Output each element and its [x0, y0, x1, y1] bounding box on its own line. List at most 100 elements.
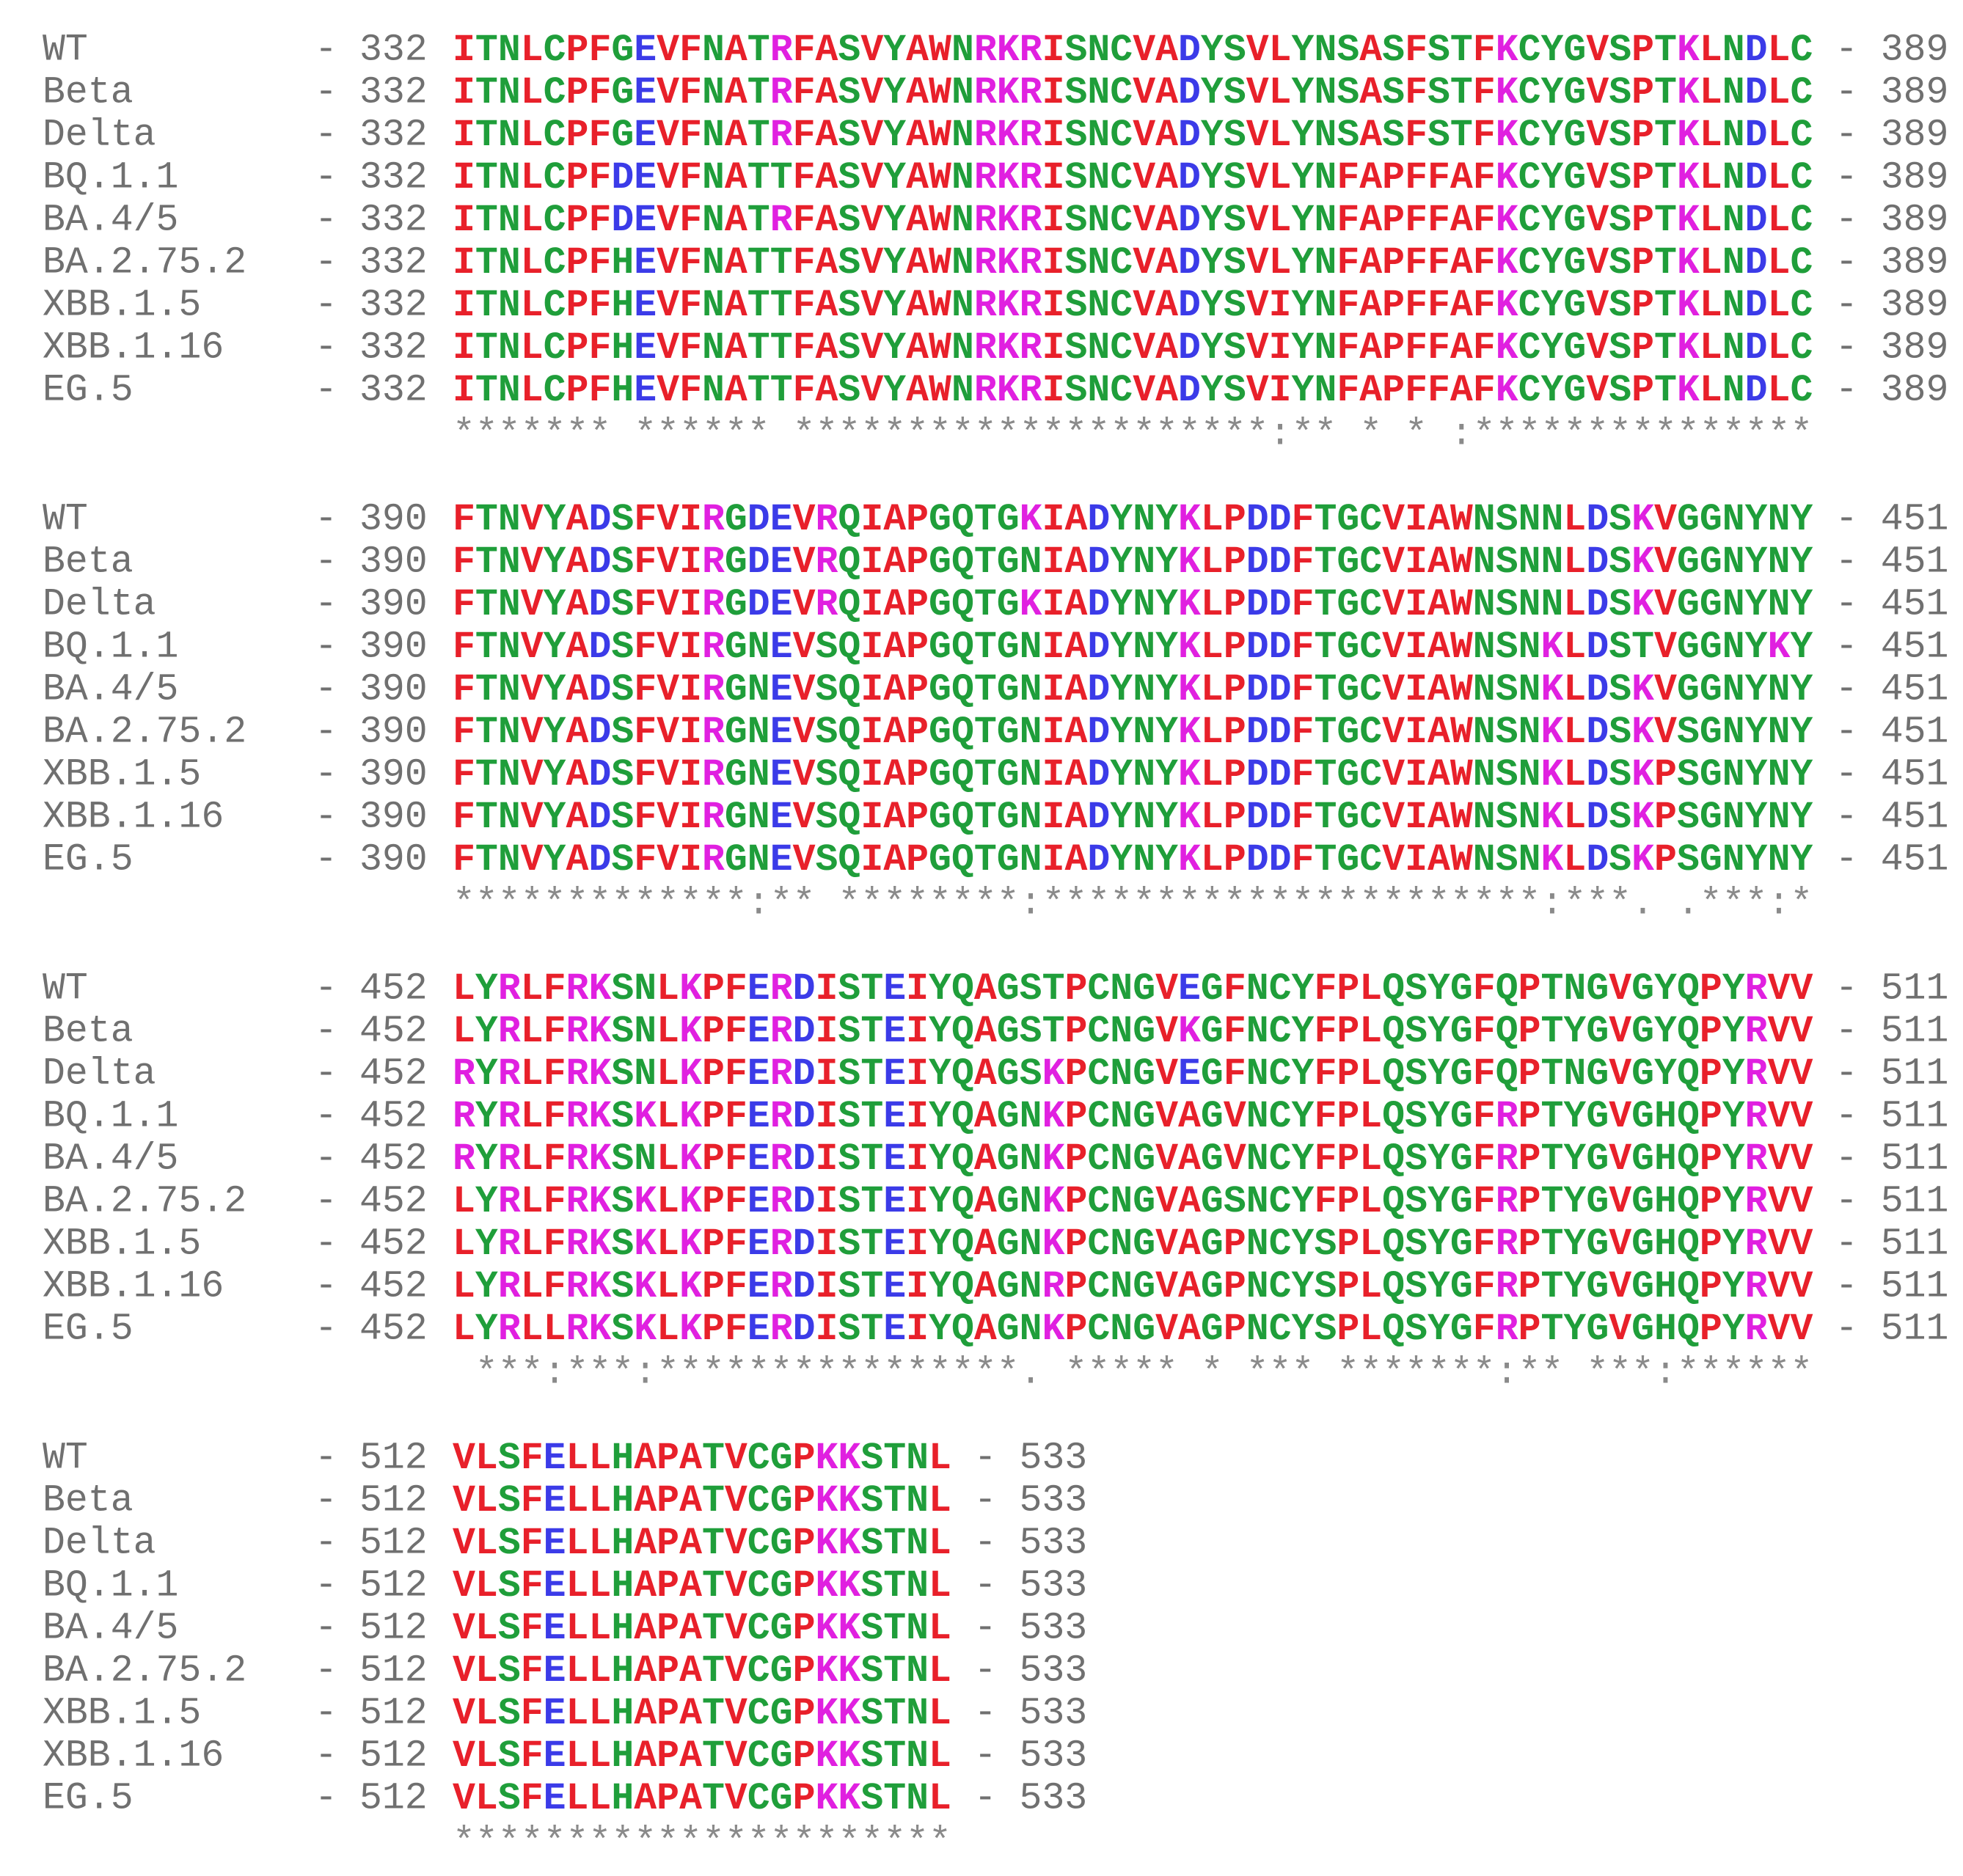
residue: F: [1473, 114, 1496, 157]
residue: E: [883, 1308, 906, 1351]
residue: A: [725, 157, 747, 199]
residue: E: [770, 796, 793, 839]
residue: K: [997, 72, 1020, 114]
residue: G: [1700, 669, 1722, 711]
residue: L: [1768, 29, 1791, 72]
residue: L: [1201, 711, 1224, 754]
residue: W: [929, 327, 951, 370]
residue: Y: [1428, 1138, 1450, 1181]
residue: A: [1155, 285, 1178, 327]
residue: K: [816, 1735, 838, 1778]
residue: N: [1020, 839, 1042, 882]
residue: F: [1473, 199, 1496, 242]
start-position: 390: [359, 754, 428, 796]
residue: F: [1405, 285, 1428, 327]
residue: Y: [883, 157, 906, 199]
residue: Y: [1292, 1138, 1315, 1181]
residue: S: [860, 1778, 883, 1820]
residue: V: [453, 1778, 475, 1820]
residue: K: [1541, 711, 1564, 754]
residue: L: [1700, 157, 1722, 199]
end-position: 511: [1881, 1308, 1949, 1351]
end-position: 533: [1020, 1480, 1088, 1523]
residue: L: [1269, 242, 1292, 285]
residue: Y: [1722, 1096, 1745, 1138]
residue: C: [747, 1565, 770, 1608]
residue: N: [1246, 1308, 1269, 1351]
residue: T: [702, 1523, 725, 1565]
residue: Y: [1654, 1011, 1677, 1053]
residue: V: [657, 626, 679, 669]
residue: V: [1246, 327, 1269, 370]
start-position: 332: [359, 157, 428, 199]
residue: Q: [1677, 1308, 1700, 1351]
residue: I: [453, 72, 475, 114]
residue: N: [1020, 541, 1042, 584]
residue: R: [498, 1223, 521, 1266]
residue: L: [1359, 1308, 1382, 1351]
residue: Y: [1110, 584, 1133, 626]
residue: F: [588, 157, 611, 199]
residue: N: [1314, 327, 1337, 370]
residue: N: [1722, 114, 1745, 157]
residue: N: [498, 711, 521, 754]
sequence-name: BA.2.75.2: [43, 242, 246, 285]
residue: E: [544, 1693, 566, 1735]
residue: K: [816, 1480, 838, 1523]
residue: S: [611, 1223, 634, 1266]
residue: C: [1518, 327, 1541, 370]
residue: C: [1790, 29, 1813, 72]
residue: N: [1722, 669, 1745, 711]
residue: S: [1609, 327, 1631, 370]
residue: A: [1450, 327, 1473, 370]
residue: I: [1042, 839, 1065, 882]
residue: T: [974, 584, 997, 626]
residue: F: [1224, 1053, 1246, 1096]
residue: S: [838, 1308, 860, 1351]
residue: Y: [1428, 1266, 1450, 1308]
residue: G: [997, 1011, 1020, 1053]
residue: P: [793, 1650, 816, 1693]
residue: K: [679, 1266, 702, 1308]
residue: Y: [929, 1181, 951, 1223]
start-position: 390: [359, 711, 428, 754]
residue: D: [1269, 754, 1292, 796]
end-position: 511: [1881, 1223, 1949, 1266]
residue: G: [1586, 968, 1609, 1011]
residue: A: [725, 29, 747, 72]
residue: V: [1609, 1053, 1631, 1096]
residue: V: [1246, 29, 1269, 72]
residue: S: [1405, 1223, 1428, 1266]
residue: N: [634, 968, 657, 1011]
residue: A: [566, 669, 589, 711]
residue: G: [725, 839, 747, 882]
residue: Q: [1382, 1053, 1405, 1096]
residue: P: [1224, 1308, 1246, 1351]
residue: I: [1042, 114, 1065, 157]
residue: D: [793, 1223, 816, 1266]
residue: R: [498, 1096, 521, 1138]
residue: N: [906, 1650, 929, 1693]
residue: L: [521, 285, 544, 327]
residue: N: [1133, 584, 1155, 626]
residue: Q: [951, 626, 974, 669]
residue: K: [997, 29, 1020, 72]
residue: Y: [1541, 327, 1564, 370]
residue: Y: [475, 1266, 498, 1308]
residue: S: [1677, 796, 1700, 839]
residue: K: [1496, 114, 1518, 157]
residue: L: [657, 1096, 679, 1138]
residue: N: [1020, 669, 1042, 711]
residue: V: [1654, 499, 1677, 541]
residue: V: [453, 1650, 475, 1693]
residue: V: [453, 1735, 475, 1778]
residue: A: [725, 72, 747, 114]
residue: P: [1700, 1053, 1722, 1096]
residue: Y: [1790, 541, 1813, 584]
residue: A: [1178, 1308, 1201, 1351]
residue: Q: [838, 541, 860, 584]
residue: N: [498, 370, 521, 412]
residue: H: [1654, 1223, 1677, 1266]
residue: R: [566, 1096, 589, 1138]
residue: G: [929, 669, 951, 711]
